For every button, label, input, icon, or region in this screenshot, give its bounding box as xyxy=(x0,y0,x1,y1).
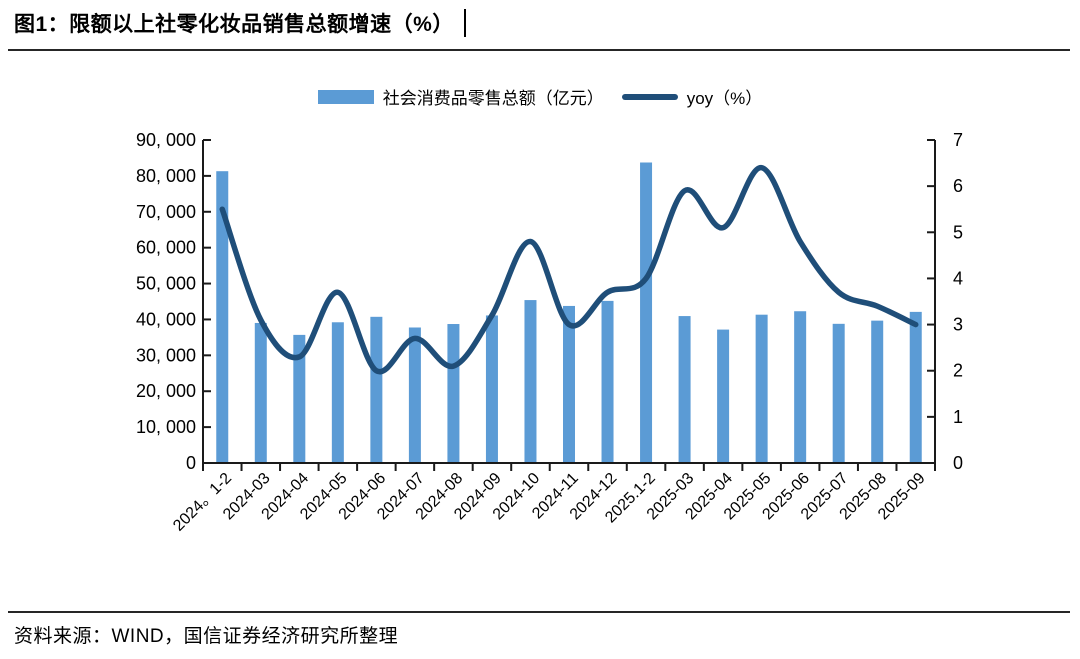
bar-2024-03 xyxy=(254,322,267,463)
bar-2024-06 xyxy=(370,316,383,463)
legend-item-line-series: yoy（%） xyxy=(621,84,763,109)
bar-2024-05 xyxy=(331,322,344,463)
bar-2025-09 xyxy=(909,311,922,463)
right-tick-label: 3 xyxy=(953,315,963,335)
line-series-swatch-icon xyxy=(621,93,678,100)
bar-2025-07 xyxy=(832,323,845,463)
figure-title-row: 图1：限额以上社零化妆品销售总额增速（%） xyxy=(14,8,466,38)
bar-2024-07 xyxy=(408,327,421,463)
right-tick-label: 1 xyxy=(953,407,963,427)
bar-2024-12 xyxy=(601,300,614,463)
bar-2025-06 xyxy=(794,311,807,463)
bar-2024。1-2 xyxy=(216,171,229,463)
bar-2024-11 xyxy=(563,305,575,463)
left-tick-label: 40, 000 xyxy=(136,309,196,329)
title-cursor-bar xyxy=(463,9,466,37)
right-tick-label: 6 xyxy=(953,176,963,196)
right-tick-label: 5 xyxy=(953,222,963,242)
x-tick-label: 2024。1-2 xyxy=(170,470,235,535)
footer-divider xyxy=(8,611,1070,613)
left-tick-label: 60, 000 xyxy=(136,238,196,258)
legend-label-line-series: yoy（%） xyxy=(686,89,763,108)
bar-series-swatch-icon xyxy=(317,89,374,104)
legend-item-bar-series: 社会消费品零售总额（亿元） xyxy=(317,84,604,109)
left-tick-label: 80, 000 xyxy=(136,166,196,186)
bar-2024-04 xyxy=(293,334,306,463)
right-tick-label: 7 xyxy=(953,130,963,150)
left-tick-label: 30, 000 xyxy=(136,345,196,365)
yoy-line xyxy=(219,164,919,375)
bar-2025-04 xyxy=(717,329,730,463)
figure-title: 图1：限额以上社零化妆品销售总额增速（%） xyxy=(14,13,454,36)
left-tick-label: 90, 000 xyxy=(136,130,196,150)
chart-legend: 社会消费品零售总额（亿元） yoy（%） xyxy=(0,84,1080,109)
right-tick-label: 0 xyxy=(953,453,963,473)
left-tick-label: 20, 000 xyxy=(136,381,196,401)
bar-2025-08 xyxy=(871,320,884,463)
legend-label-bar-series: 社会消费品零售总额（亿元） xyxy=(382,89,604,108)
combo-bar-line-chart: 0 10, 000 20, 000 30, 000 40, 000 50, 000 60, … xyxy=(136,130,963,535)
left-tick-label: 50, 000 xyxy=(136,274,196,294)
bar-2024-08 xyxy=(447,324,460,463)
left-tick-label: 10, 000 xyxy=(136,417,196,437)
header-divider xyxy=(8,49,1070,51)
bar-2024-09 xyxy=(485,315,498,463)
bar-2024-10 xyxy=(524,300,537,463)
bar-2025-03 xyxy=(678,316,691,463)
data-source-note: 资料来源：WIND，国信证券经济研究所整理 xyxy=(14,626,399,647)
right-tick-label: 2 xyxy=(953,361,963,381)
bar-2025.1-2 xyxy=(640,162,653,463)
left-tick-label: 0 xyxy=(186,453,196,473)
left-tick-label: 70, 000 xyxy=(136,202,196,222)
right-tick-label: 4 xyxy=(953,268,963,288)
bar-2025-05 xyxy=(755,314,768,463)
